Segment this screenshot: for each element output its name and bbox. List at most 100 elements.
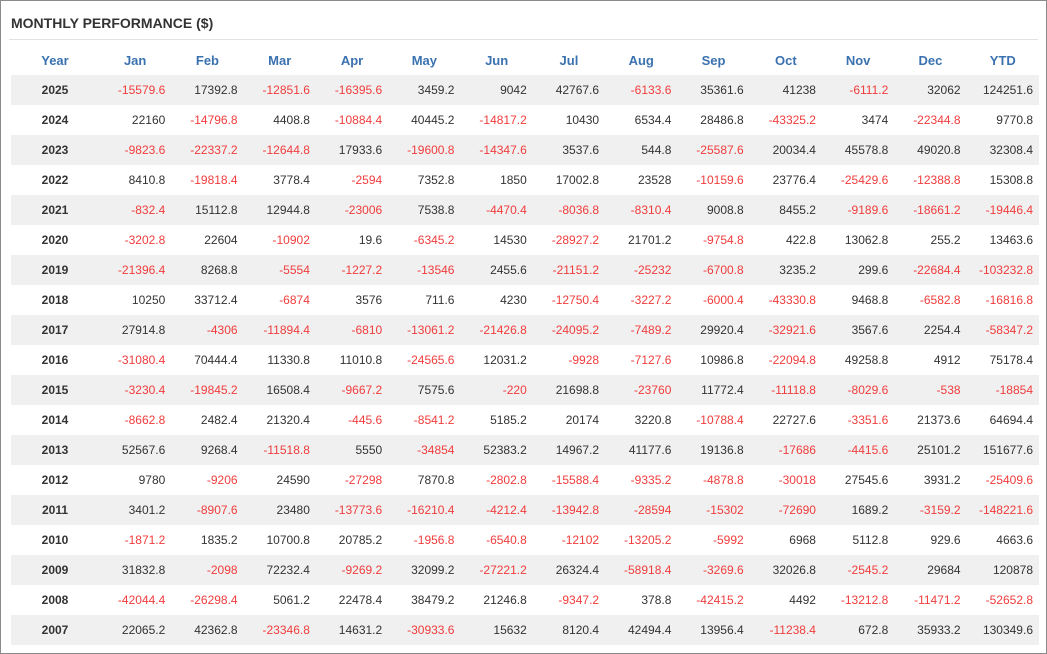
value-cell: -22344.8	[913, 113, 961, 127]
value-cell: 929.6	[930, 533, 961, 547]
value-cell: 24590	[276, 473, 310, 487]
value-cell: -12388.8	[913, 173, 961, 187]
column-header: Apr	[340, 52, 364, 68]
value-cell: 31832.8	[99, 555, 172, 585]
year-cell: 2022	[41, 173, 69, 187]
year-cell: 2008	[41, 593, 69, 607]
value-cell: 72232.4	[243, 555, 316, 585]
value-cell: -4306	[171, 315, 244, 345]
value-cell: -42415.2	[696, 593, 744, 607]
value-cell: -8907.6	[171, 495, 244, 525]
value-cell: 10700.8	[266, 533, 310, 547]
year-cell: 2012	[41, 473, 69, 487]
column-header: YTD	[989, 52, 1016, 68]
value-cell: -2098	[171, 555, 244, 585]
value-cell: -12750.4	[551, 293, 600, 307]
value-cell: 422.8	[785, 233, 816, 247]
value-cell: 21701.2	[627, 233, 672, 247]
value-cell: -72690	[749, 495, 822, 525]
value-cell: -6345.2	[413, 233, 455, 247]
value-cell: 21246.8	[483, 593, 527, 607]
value-cell: -6540.8	[486, 533, 527, 547]
value-cell: 20174	[565, 413, 600, 427]
value-cell: 11330.8	[267, 353, 310, 367]
value-cell: 70444.4	[194, 353, 238, 367]
value-cell: 11010.8	[339, 353, 383, 367]
table-row: 2009 31832.8 -2098 72232.4 -9269.2 32099.2 -27…	[11, 555, 1039, 585]
value-cell: -17686	[749, 435, 822, 465]
value-cell: -11118.8	[749, 375, 822, 405]
value-cell: 378.8	[641, 593, 672, 607]
value-cell: 22065.2	[99, 615, 172, 645]
value-cell: -14817.2	[479, 113, 527, 127]
value-cell: 20785.2	[338, 533, 383, 547]
value-cell: 2254.4	[894, 315, 967, 345]
value-cell: -34854	[388, 435, 461, 465]
performance-table: Year Jan Feb Mar Apr May Jun Jul Aug Sep Oct Nov Dec…	[11, 45, 1039, 645]
value-cell: 45578.8	[821, 135, 895, 165]
value-cell: 5550	[315, 435, 389, 465]
value-cell: 22604	[204, 233, 238, 247]
value-cell: -9189.6	[821, 195, 895, 225]
value-cell: 64694.4	[989, 413, 1033, 427]
table-row: 2015 -3230.4 -19845.2 16508.4 -9667.2 7575.6-…	[11, 375, 1039, 405]
table-row: 2021 -832.4 15112.8 12944.8 -23006 7538.8 -447…	[11, 195, 1039, 225]
value-cell: 38479.2	[411, 593, 455, 607]
value-cell: 42494.4	[605, 615, 678, 645]
value-cell: -9335.2	[630, 473, 672, 487]
value-cell: 41177.6	[605, 435, 678, 465]
value-cell: -13205.2	[624, 533, 672, 547]
value-cell: -15579.6	[99, 75, 172, 105]
table-row: 2010 -1871.2 1835.2 10700.8 20785.2 -1956.8 -6…	[11, 525, 1039, 555]
value-cell: 8455.2	[749, 195, 822, 225]
year-cell: 2010	[41, 533, 69, 547]
value-cell: 3576	[355, 293, 383, 307]
table-row: 2022 8410.8 -19818.4 3778.4 -2594 7352.8 1850 1…	[11, 165, 1039, 195]
value-cell: 23528	[638, 173, 672, 187]
column-header: Feb	[195, 52, 219, 68]
value-cell: -10159.6	[696, 173, 744, 187]
value-cell: -22684.4	[894, 255, 967, 285]
value-cell: -1956.8	[413, 533, 455, 547]
value-cell: 13956.4	[677, 615, 750, 645]
column-header: Jul	[559, 52, 579, 68]
value-cell: -43330.8	[768, 293, 816, 307]
column-header: Year	[41, 52, 69, 68]
year-cell: 2011	[11, 495, 99, 525]
table-row: 2019 -21396.4 8268.8 -5554 -1227.2 -13546 2455…	[11, 255, 1039, 285]
value-cell: -7127.6	[630, 353, 672, 367]
value-cell: -8036.8	[532, 195, 606, 225]
value-cell: 52567.6	[99, 435, 172, 465]
value-cell: 19136.8	[677, 435, 750, 465]
value-cell: -26298.4	[190, 593, 238, 607]
value-cell: -5992	[712, 533, 744, 547]
table-row: 2023 -9823.6 -22337.2 -12644.8 17933.6 -19600…	[11, 135, 1039, 165]
value-cell: 22160	[131, 113, 166, 127]
value-cell: -9928	[568, 353, 600, 367]
table-row: 2013 52567.6 9268.4 -11518.8 5550 -34854 52383…	[11, 435, 1039, 465]
value-cell: 75178.4	[989, 353, 1033, 367]
value-cell: 10986.8	[700, 353, 744, 367]
value-cell: -6000.4	[702, 293, 744, 307]
value-cell: -10788.4	[696, 413, 744, 427]
value-cell: 16508.4	[243, 375, 316, 405]
value-cell: -15588.4	[551, 473, 600, 487]
value-cell: -7489.2	[605, 315, 678, 345]
value-cell: -30018	[778, 473, 816, 487]
value-cell: 17933.6	[315, 135, 389, 165]
value-cell: -22337.2	[171, 135, 244, 165]
value-cell: -13212.8	[840, 593, 889, 607]
value-cell: -1871.2	[124, 533, 166, 547]
table-row: 2018 10250 33712.4 -6874 3576 711.6 4230 -12750…	[11, 285, 1039, 315]
table-row: 2014 -8662.8 2482.4 21320.4 -445.6 -8541.2 518…	[11, 405, 1039, 435]
value-cell: 3537.6	[532, 135, 606, 165]
table-row: 2011 3401.2 -8907.6 23480 -13773.6 -16210.4 -4…	[11, 495, 1039, 525]
value-cell: 32099.2	[388, 555, 461, 585]
table-row: 2017 27914.8 -4306 -11894.4 -6810 -13061.2 -21…	[11, 315, 1039, 345]
value-cell: 3401.2	[99, 495, 172, 525]
value-cell: -2545.2	[821, 555, 895, 585]
value-cell: 12944.8	[243, 195, 316, 225]
value-cell: 1835.2	[200, 533, 238, 547]
value-cell: -12644.8	[243, 135, 316, 165]
